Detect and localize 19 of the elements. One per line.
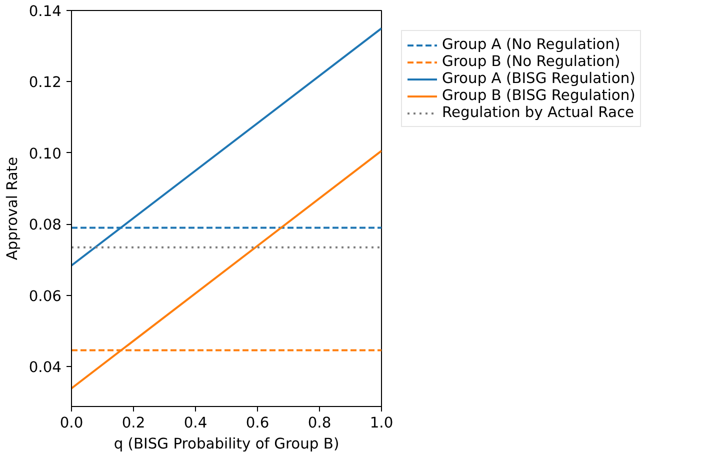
x-tick-label: 0.6 xyxy=(246,414,270,432)
legend-label: Regulation by Actual Race xyxy=(442,104,634,121)
y-tick-label: 0.10 xyxy=(28,145,62,162)
legend-label: Group B (BISG Regulation) xyxy=(442,87,636,104)
y-tick-label: 0.08 xyxy=(28,216,62,234)
x-tick-label: 0.8 xyxy=(308,414,332,432)
x-tick-label: 1.0 xyxy=(370,414,394,432)
y-tick-label: 0.06 xyxy=(28,288,62,305)
y-axis-title: Approval Rate xyxy=(4,156,21,260)
y-tick-label: 0.14 xyxy=(28,3,62,20)
y-tick-label: 0.04 xyxy=(28,359,62,376)
x-tick-label: 0.0 xyxy=(60,414,84,432)
x-axis-title: q (BISG Probability of Group B) xyxy=(114,436,340,452)
y-tick-label: 0.12 xyxy=(28,74,62,92)
x-tick-label: 0.2 xyxy=(122,414,146,432)
x-tick-label: 0.4 xyxy=(184,414,208,432)
legend-label: Group A (No Regulation) xyxy=(442,36,620,53)
legend-label: Group A (BISG Regulation) xyxy=(442,70,636,87)
legend-label: Group B (No Regulation) xyxy=(442,53,620,70)
